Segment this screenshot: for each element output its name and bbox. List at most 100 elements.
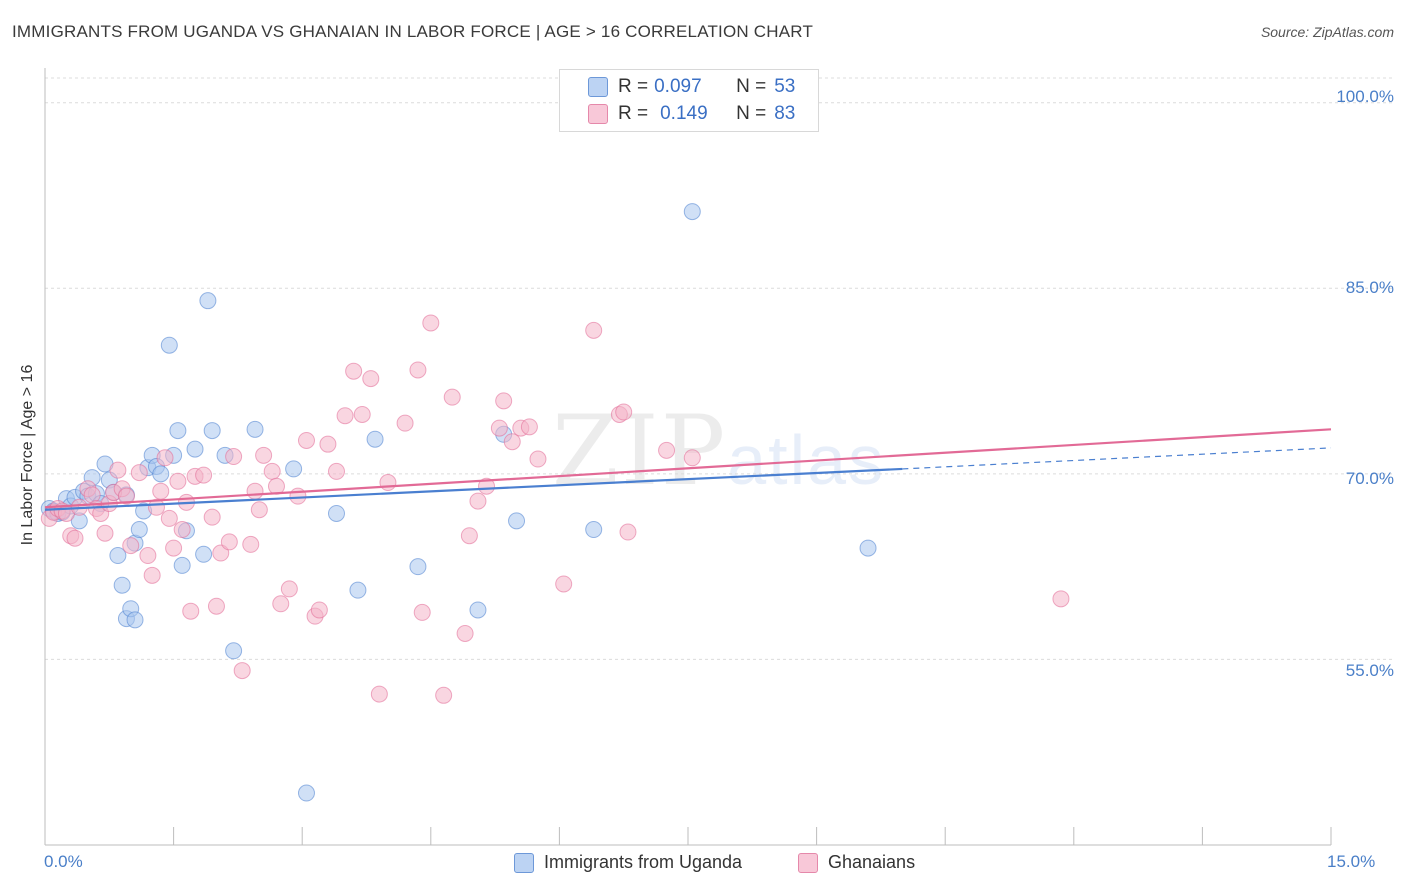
point-ghana: [422, 314, 440, 332]
legend-n-value: 83: [774, 103, 796, 124]
point-ghana: [156, 449, 174, 467]
point-ghana: [182, 602, 200, 620]
bottom-legend-label-ghana: Ghanaians: [828, 852, 916, 872]
point-ghana: [263, 462, 281, 480]
legend-row-uganda: R = 0.097 N = 53: [588, 75, 795, 99]
point-uganda: [508, 512, 526, 530]
point-uganda: [160, 336, 178, 354]
point-ghana: [683, 449, 701, 467]
point-ghana: [143, 566, 161, 584]
point-ghana: [207, 597, 225, 615]
point-ghana: [658, 441, 676, 459]
point-ghana: [297, 431, 315, 449]
point-uganda: [585, 521, 603, 539]
point-ghana: [555, 575, 573, 593]
point-ghana: [165, 539, 183, 557]
point-uganda: [199, 292, 217, 310]
point-ghana: [246, 482, 264, 500]
point-uganda: [225, 642, 243, 660]
bottom-legend-swatch-uganda: [514, 852, 534, 873]
point-ghana: [443, 388, 461, 406]
point-ghana: [152, 482, 170, 500]
point-uganda: [469, 601, 487, 619]
point-ghana: [413, 603, 431, 621]
source-label: Source: ZipAtlas.com: [1260, 24, 1394, 40]
legend-r-label: R =: [618, 76, 649, 97]
point-ghana: [435, 686, 453, 704]
point-ghana: [585, 321, 603, 339]
y-axis-label: In Labor Force | Age > 16: [19, 364, 36, 546]
point-ghana: [109, 461, 127, 479]
point-uganda: [327, 504, 345, 522]
bottom-legend-swatch-ghana: [798, 852, 818, 873]
trendline-ghana: [44, 428, 1332, 509]
point-ghana: [169, 472, 187, 490]
point-ghana: [345, 362, 363, 380]
trendline-uganda: [44, 467, 903, 511]
point-uganda: [683, 203, 701, 221]
point-ghana: [409, 361, 427, 379]
point-uganda: [169, 422, 187, 440]
point-ghana: [469, 492, 487, 510]
stats-legend: R = 0.097 N = 53 R = 0.149 N = 83: [559, 69, 819, 132]
point-uganda: [173, 556, 191, 574]
point-ghana: [233, 662, 251, 680]
point-ghana: [336, 407, 354, 425]
point-ghana: [456, 624, 474, 642]
point-uganda: [366, 430, 384, 448]
legend-r-value: 0.149: [660, 103, 708, 124]
point-ghana: [272, 595, 290, 613]
point-ghana: [130, 464, 148, 482]
point-uganda: [246, 420, 264, 438]
legend-n-label: N =: [736, 103, 767, 124]
point-ghana: [319, 435, 337, 453]
point-ghana: [220, 533, 238, 551]
point-ghana: [66, 529, 84, 547]
point-uganda: [349, 581, 367, 599]
trendline-uganda-projection: [902, 447, 1332, 470]
point-ghana: [173, 521, 191, 539]
point-uganda: [113, 576, 131, 594]
point-uganda: [152, 465, 170, 483]
point-ghana: [615, 403, 633, 421]
point-ghana: [250, 501, 268, 519]
point-ghana: [310, 601, 328, 619]
y-tick-label-55: 55.0%: [1345, 661, 1394, 680]
point-ghana: [379, 474, 397, 492]
point-uganda: [409, 558, 427, 576]
point-uganda: [285, 460, 303, 478]
point-uganda: [297, 784, 315, 802]
point-uganda: [130, 521, 148, 539]
point-ghana: [160, 509, 178, 527]
point-ghana: [362, 370, 380, 388]
chart-title: IMMIGRANTS FROM UGANDA VS GHANAIAN IN LA…: [12, 22, 814, 41]
bottom-legend-uganda: Immigrants from Uganda: [514, 852, 742, 873]
bottom-legend-ghana: Ghanaians: [798, 852, 915, 873]
point-ghana: [520, 418, 538, 436]
point-uganda: [195, 545, 213, 563]
point-ghana: [503, 433, 521, 451]
point-ghana: [195, 466, 213, 484]
point-ghana: [1052, 590, 1070, 608]
point-ghana: [96, 524, 114, 542]
x-tick-label-min: 0.0%: [44, 852, 83, 871]
x-tick-label-max: 15.0%: [1327, 852, 1376, 871]
y-tick-label-100: 100.0%: [1336, 87, 1394, 106]
point-uganda: [186, 440, 204, 458]
point-ghana: [327, 462, 345, 480]
point-uganda: [859, 539, 877, 557]
legend-swatch-ghana: [588, 104, 608, 124]
point-ghana: [460, 527, 478, 545]
y-tick-label-85: 85.0%: [1345, 278, 1394, 297]
point-ghana: [225, 448, 243, 466]
point-ghana: [619, 523, 637, 541]
point-ghana: [370, 685, 388, 703]
point-ghana: [478, 477, 496, 495]
point-ghana: [396, 414, 414, 432]
legend-r-label: R =: [618, 103, 649, 124]
legend-n-value: 53: [774, 76, 796, 97]
point-uganda: [109, 547, 127, 565]
point-ghana: [203, 508, 221, 526]
legend-swatch-uganda: [588, 77, 608, 97]
